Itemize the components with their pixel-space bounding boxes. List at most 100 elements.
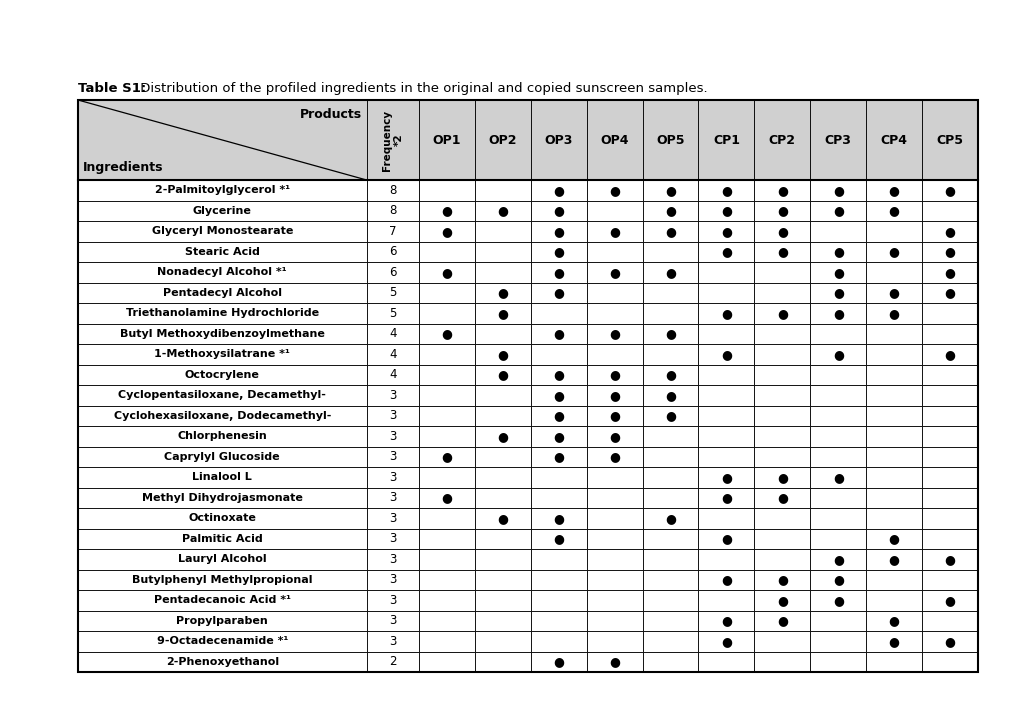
Bar bbox=[865, 652, 921, 672]
Text: 1-Methoxysilatrane *¹: 1-Methoxysilatrane *¹ bbox=[154, 349, 290, 359]
Text: ●: ● bbox=[664, 368, 676, 381]
Text: ●: ● bbox=[441, 327, 451, 340]
Bar bbox=[366, 446, 419, 467]
Text: 6: 6 bbox=[388, 245, 396, 258]
Text: Glycerine: Glycerine bbox=[193, 205, 252, 216]
Text: ●: ● bbox=[552, 204, 564, 217]
Bar bbox=[77, 508, 366, 528]
Text: ●: ● bbox=[664, 266, 676, 279]
Text: 3: 3 bbox=[388, 614, 396, 627]
Bar bbox=[921, 200, 977, 221]
Bar bbox=[474, 405, 530, 426]
Text: Propylparaben: Propylparaben bbox=[176, 616, 268, 626]
Bar bbox=[586, 426, 642, 446]
Bar bbox=[865, 262, 921, 283]
Text: ●: ● bbox=[441, 491, 451, 504]
Text: Cyclopentasiloxane, Decamethyl-: Cyclopentasiloxane, Decamethyl- bbox=[118, 390, 326, 400]
Bar bbox=[77, 611, 366, 631]
Bar bbox=[530, 487, 586, 508]
Bar bbox=[921, 652, 977, 672]
Text: ●: ● bbox=[832, 471, 843, 484]
Bar bbox=[642, 405, 698, 426]
Bar bbox=[698, 221, 754, 242]
Bar bbox=[642, 426, 698, 446]
Bar bbox=[586, 528, 642, 549]
Bar bbox=[642, 549, 698, 570]
Text: ●: ● bbox=[720, 348, 731, 360]
Text: ●: ● bbox=[720, 245, 731, 258]
Text: ●: ● bbox=[441, 450, 451, 464]
Text: 4: 4 bbox=[388, 348, 396, 360]
Bar bbox=[809, 446, 865, 467]
Bar bbox=[586, 262, 642, 283]
Bar bbox=[77, 446, 366, 467]
Bar bbox=[754, 570, 809, 590]
Bar bbox=[698, 303, 754, 324]
Bar bbox=[754, 590, 809, 611]
Text: ●: ● bbox=[497, 430, 507, 443]
Bar bbox=[754, 405, 809, 426]
Bar bbox=[419, 611, 474, 631]
Bar bbox=[642, 365, 698, 385]
Bar bbox=[530, 611, 586, 631]
Text: CP5: CP5 bbox=[935, 133, 963, 146]
Text: 3: 3 bbox=[388, 594, 396, 607]
Text: ●: ● bbox=[720, 471, 731, 484]
Bar bbox=[698, 365, 754, 385]
Bar bbox=[586, 100, 642, 180]
Bar bbox=[530, 652, 586, 672]
Bar bbox=[921, 549, 977, 570]
Text: ●: ● bbox=[776, 184, 787, 197]
Bar bbox=[865, 611, 921, 631]
Text: ●: ● bbox=[944, 225, 955, 238]
Bar bbox=[809, 324, 865, 344]
Text: Stearic Acid: Stearic Acid bbox=[184, 247, 260, 257]
Bar bbox=[865, 200, 921, 221]
Bar bbox=[754, 242, 809, 262]
Bar bbox=[642, 652, 698, 672]
Bar bbox=[366, 652, 419, 672]
Text: OP2: OP2 bbox=[488, 133, 517, 146]
Bar bbox=[474, 611, 530, 631]
Bar bbox=[586, 405, 642, 426]
Bar bbox=[698, 549, 754, 570]
Text: ●: ● bbox=[664, 327, 676, 340]
Text: Butyl Methoxydibenzoylmethane: Butyl Methoxydibenzoylmethane bbox=[120, 329, 324, 339]
Bar bbox=[809, 344, 865, 365]
Text: Ingredients: Ingredients bbox=[83, 161, 163, 174]
Bar bbox=[642, 283, 698, 303]
Text: ●: ● bbox=[664, 410, 676, 423]
Text: ●: ● bbox=[832, 573, 843, 586]
Bar bbox=[419, 242, 474, 262]
Bar bbox=[474, 590, 530, 611]
Bar bbox=[366, 508, 419, 528]
Bar bbox=[77, 426, 366, 446]
Bar bbox=[77, 652, 366, 672]
Bar bbox=[754, 303, 809, 324]
Text: ●: ● bbox=[832, 286, 843, 299]
Text: ●: ● bbox=[664, 225, 676, 238]
Bar bbox=[474, 180, 530, 200]
Bar bbox=[530, 528, 586, 549]
Bar bbox=[642, 508, 698, 528]
Bar bbox=[586, 487, 642, 508]
Bar bbox=[366, 344, 419, 365]
Bar bbox=[366, 405, 419, 426]
Bar bbox=[366, 242, 419, 262]
Bar bbox=[865, 324, 921, 344]
Bar bbox=[419, 180, 474, 200]
Bar bbox=[642, 303, 698, 324]
Bar bbox=[530, 242, 586, 262]
Bar bbox=[530, 508, 586, 528]
Bar bbox=[530, 467, 586, 487]
Bar bbox=[366, 100, 419, 180]
Text: 3: 3 bbox=[388, 573, 396, 586]
Bar bbox=[474, 528, 530, 549]
Text: ●: ● bbox=[832, 266, 843, 279]
Bar bbox=[809, 242, 865, 262]
Text: ●: ● bbox=[944, 286, 955, 299]
Text: ●: ● bbox=[944, 348, 955, 360]
Bar bbox=[530, 631, 586, 652]
Bar bbox=[921, 100, 977, 180]
Bar bbox=[530, 344, 586, 365]
